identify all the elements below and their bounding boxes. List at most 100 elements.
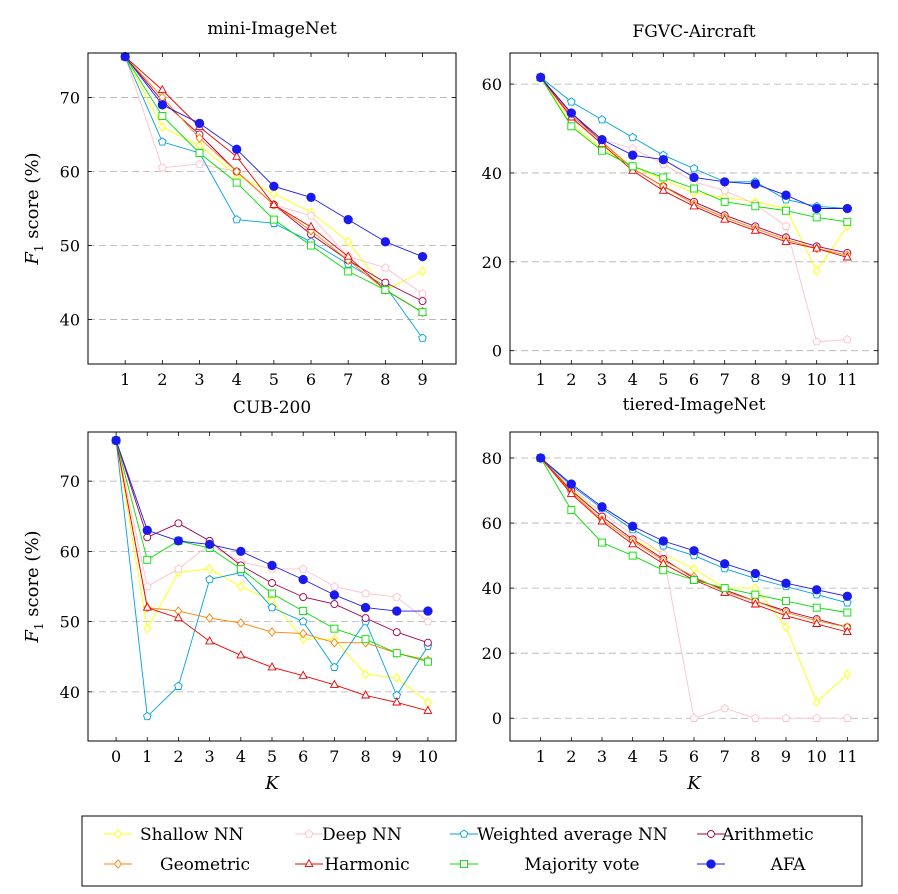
p1-point-harmonic xyxy=(157,84,167,94)
legend-marker-shallow-nn xyxy=(114,829,122,839)
p4-point-harmonic xyxy=(842,626,852,636)
p3-point-afa xyxy=(173,536,184,546)
p4-point-majority-vote xyxy=(782,597,790,606)
p2-point-majority-vote xyxy=(659,173,668,182)
p4-xtick-label: 4 xyxy=(628,747,638,766)
p3-point-harmonic xyxy=(173,612,183,622)
p2-xtick-label: 6 xyxy=(689,370,699,389)
p3-point-arithmetic xyxy=(299,593,308,601)
p4-point-majority-vote xyxy=(751,590,760,599)
p1-point-majority-vote xyxy=(381,286,390,294)
p2-xtick-label: 3 xyxy=(597,370,607,389)
p2-point-majority-vote xyxy=(751,202,760,211)
p1-point-afa xyxy=(417,251,428,262)
p4-xtick-label: 10 xyxy=(806,747,826,766)
p3-point-deep-nn xyxy=(392,592,402,601)
p3-xtick-label: 4 xyxy=(236,747,246,766)
p3-point-majority-vote xyxy=(143,555,152,564)
p2-point-majority-vote xyxy=(843,217,852,226)
p2-point-deep-nn xyxy=(842,335,852,344)
p2-axes-frame xyxy=(509,52,879,365)
p1-point-afa xyxy=(269,181,279,191)
p3-xtick-label: 5 xyxy=(267,747,277,766)
legend-label-shallow-nn: Shallow NN xyxy=(140,825,244,845)
p4-ytick-label: 0 xyxy=(492,709,502,728)
p1-point-afa xyxy=(157,100,167,110)
p3-xtick-label: 2 xyxy=(173,747,183,766)
p1-xtick-label: 2 xyxy=(157,370,167,389)
p4-point-majority-vote xyxy=(843,608,852,617)
legend-entry-majority-vote: Majority vote xyxy=(450,855,640,875)
p2-xtick-label: 1 xyxy=(536,370,546,389)
p2-point-harmonic xyxy=(720,214,730,223)
p2-point-majority-vote xyxy=(598,146,606,155)
p4-point-afa xyxy=(536,453,546,463)
p1-axes-frame xyxy=(87,52,457,365)
p3-point-geometric xyxy=(236,618,245,628)
p2-point-afa xyxy=(566,108,576,118)
p2-point-afa xyxy=(720,177,730,187)
p2-point-harmonic xyxy=(689,201,699,210)
p1-point-geometric xyxy=(195,133,204,144)
p2-point-majority-vote xyxy=(690,184,698,193)
p1-line-shallow-nn xyxy=(124,56,423,291)
p3-point-afa xyxy=(236,546,246,557)
p1-ytick-label: 60 xyxy=(60,162,80,181)
p3-point-weighted-average-nn xyxy=(330,662,339,671)
p4-point-deep-nn xyxy=(842,713,852,722)
p2-xtick-label: 7 xyxy=(720,370,730,389)
p1-point-deep-nn xyxy=(381,263,390,272)
p3-xtick-label: 10 xyxy=(418,747,438,766)
p2-point-deep-nn xyxy=(781,221,791,230)
p2-point-majority-vote xyxy=(782,206,790,215)
p3-axes-frame xyxy=(87,431,457,742)
p3-point-arithmetic xyxy=(392,628,401,637)
p4-line-arithmetic xyxy=(540,457,848,628)
p3-xtick-label: 7 xyxy=(329,747,339,766)
p4-point-majority-vote xyxy=(812,603,821,612)
p4-xtick-label: 2 xyxy=(566,747,576,766)
p2-title: FGVC-Aircraft xyxy=(632,22,755,42)
p3-ytick-label: 50 xyxy=(60,613,80,632)
p2-ytick-label: 40 xyxy=(482,164,502,183)
p1-point-afa xyxy=(120,52,130,62)
p3-line-arithmetic xyxy=(115,440,429,644)
p2-point-deep-nn xyxy=(720,186,730,195)
p1-point-majority-vote xyxy=(158,111,167,120)
p3-point-harmonic xyxy=(329,679,339,688)
p1-point-arithmetic xyxy=(418,297,427,306)
p3-point-majority-vote xyxy=(361,635,370,644)
p3-point-deep-nn xyxy=(298,564,308,573)
p1-point-majority-vote xyxy=(232,178,241,187)
p3-point-arithmetic xyxy=(268,579,276,587)
p1-xtick-label: 4 xyxy=(232,370,242,389)
p2-point-deep-nn xyxy=(812,337,822,346)
p1-xtick-label: 9 xyxy=(417,370,427,389)
p3-point-harmonic xyxy=(267,662,277,671)
p4-point-afa xyxy=(628,521,638,531)
p3-point-arithmetic xyxy=(174,519,183,528)
p3-point-weighted-average-nn xyxy=(205,574,214,584)
p2-point-majority-vote xyxy=(720,197,729,206)
p3-xtick-label: 8 xyxy=(360,747,370,766)
p4-point-harmonic xyxy=(750,599,760,608)
p1-point-weighted-average-nn xyxy=(418,333,427,342)
p3-point-majority-vote xyxy=(299,607,308,616)
legend-entry-shallow-nn: Shallow NN xyxy=(104,825,244,845)
p3-point-majority-vote xyxy=(330,624,339,633)
p1-point-afa xyxy=(380,237,391,247)
p4-line-harmonic xyxy=(540,457,848,633)
p4-point-weighted-average-nn xyxy=(842,598,852,607)
p3-point-harmonic xyxy=(205,636,215,645)
p2-xtick-label: 10 xyxy=(806,370,826,389)
p3-point-afa xyxy=(360,602,371,613)
chart-cub-200: CUB-200 40 50 60 70 0 1 2 3 4 5 6 7 8 9 10 F1 score (%) K xyxy=(22,398,457,794)
p4-point-shallow-nn xyxy=(812,697,821,707)
legend-entry-deep-nn: Deep NN xyxy=(295,825,402,845)
p3-point-geometric xyxy=(299,628,308,639)
p4-point-shallow-nn xyxy=(690,563,698,574)
p3-point-deep-nn xyxy=(423,617,433,626)
p4-xtick-label: 9 xyxy=(781,747,791,766)
p3-xtick-label: 3 xyxy=(205,747,215,766)
p1-series-deep-nn xyxy=(120,52,427,298)
